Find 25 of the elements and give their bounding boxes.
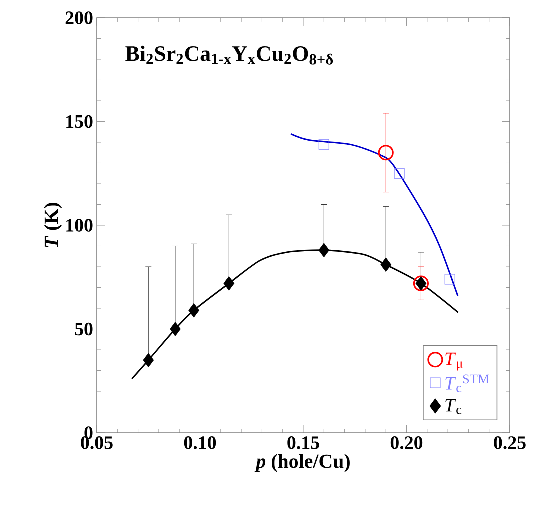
legend-label: T$_{c}$ xyxy=(446,399,462,414)
x-tick-label: 0.25 xyxy=(494,436,526,450)
point xyxy=(318,243,330,258)
x-tick-label: 0.15 xyxy=(288,436,320,450)
x-tick-label: 0.10 xyxy=(184,436,216,450)
y-tick-label: 200 xyxy=(66,12,93,24)
y-axis-title: T (K) xyxy=(44,203,62,248)
point xyxy=(188,303,200,318)
point xyxy=(318,139,330,150)
point xyxy=(380,258,392,272)
legend-label: T$_{c}$STM xyxy=(446,374,490,392)
point xyxy=(444,274,456,285)
point xyxy=(224,276,235,291)
point xyxy=(143,353,154,368)
chart-title: Bi$_{2}$Sr$_{2}$Ca$_{1-x}$Y$_{x}$Cu$_{2}$O$_{8+δ}$ xyxy=(126,46,334,65)
line-series xyxy=(290,133,459,297)
y-tick-label: 150 xyxy=(66,115,93,128)
x-tick-label: 0.20 xyxy=(390,436,423,450)
y-tick-label: 50 xyxy=(75,322,93,336)
point xyxy=(170,322,181,336)
y-tick-label: 100 xyxy=(66,219,93,232)
legend-label: T$_{μ}$ xyxy=(446,352,463,371)
point xyxy=(394,168,405,179)
x-axis-title: p (hole/Cu) xyxy=(254,454,350,472)
point xyxy=(378,145,394,161)
